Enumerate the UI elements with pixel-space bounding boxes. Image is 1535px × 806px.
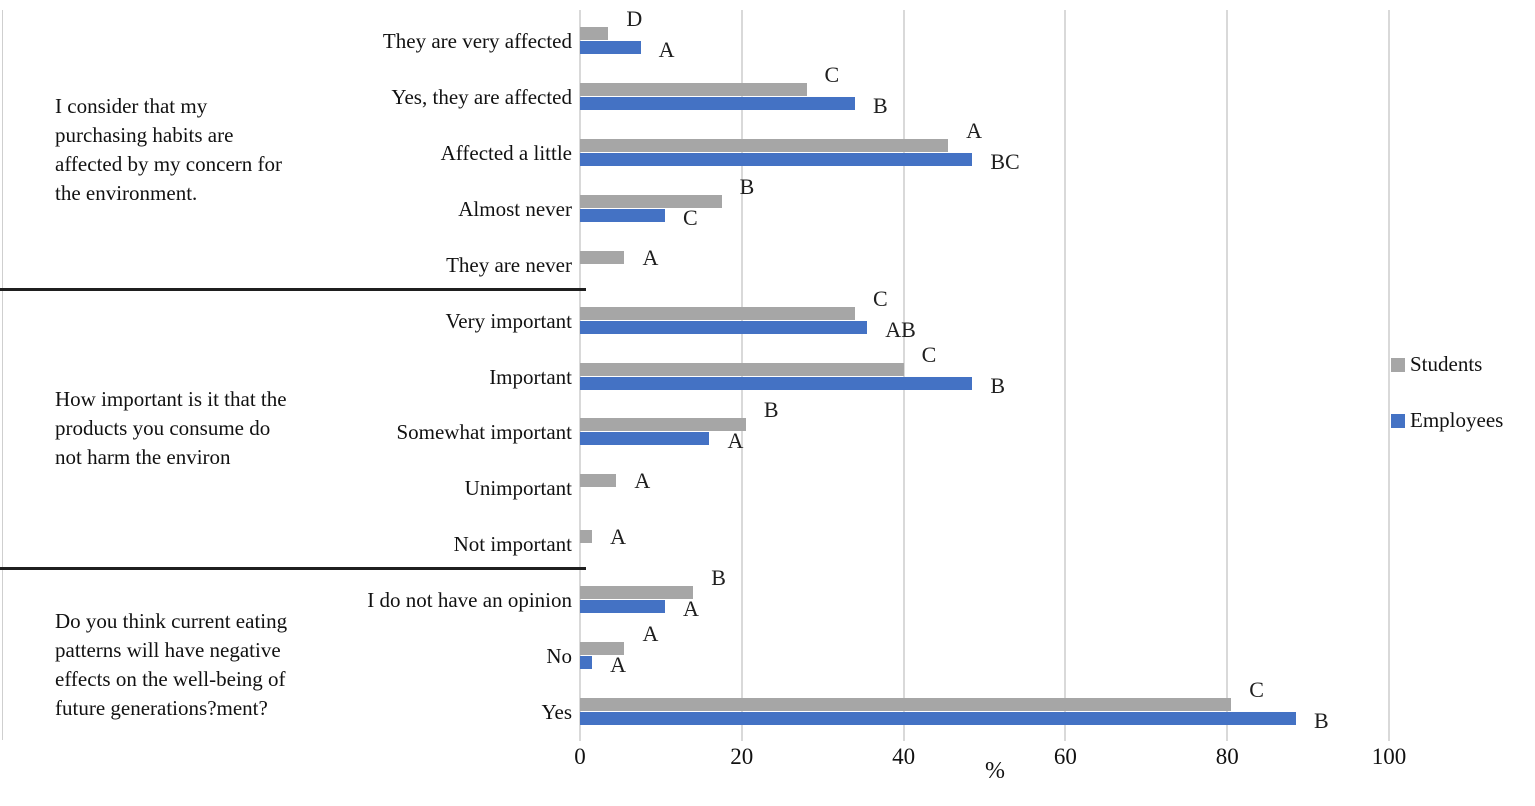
- employees-significance-letter: C: [682, 204, 698, 230]
- category-label: No: [546, 644, 572, 669]
- plot-left-border: [2, 10, 3, 740]
- category-label: Somewhat important: [396, 420, 572, 445]
- students-bar: [580, 418, 746, 432]
- students-significance-letter: B: [739, 173, 755, 199]
- students-bar: [580, 306, 856, 320]
- students-bar: [580, 586, 694, 600]
- question-label: I consider that my purchasing habits are a…: [55, 92, 405, 208]
- employees-significance-letter: A: [610, 652, 627, 678]
- students-bar: [580, 82, 807, 96]
- students-significance-letter: A: [610, 524, 627, 550]
- employees-bar: [580, 432, 710, 446]
- question-label: Do you think current eating patterns will…: [55, 607, 405, 723]
- employees-bar: [580, 656, 593, 670]
- x-tick-label-60: 60: [1053, 744, 1077, 769]
- question-line: products you consume do: [55, 416, 271, 440]
- question-label: How important is it that the products you…: [55, 385, 405, 472]
- employees-significance-letter: AB: [885, 316, 916, 342]
- category-label: Yes, they are affected: [391, 84, 572, 109]
- category-label: Very important: [445, 308, 572, 333]
- category-label: Affected a little: [440, 140, 572, 165]
- students-significance-letter: C: [824, 61, 840, 87]
- group-divider-line: [0, 287, 586, 291]
- students-significance-letter: D: [626, 6, 643, 31]
- x-tick-label-0: 0: [574, 744, 586, 769]
- employees-significance-letter: A: [682, 596, 699, 622]
- employees-significance-letter: B: [1313, 708, 1329, 734]
- employees-bar: [580, 376, 973, 390]
- x-tick-label-100: 100: [1371, 744, 1407, 769]
- students-bar: [580, 530, 593, 544]
- employees-bar: [580, 712, 1296, 726]
- students-swatch-icon: [1391, 357, 1405, 372]
- group-divider-line: [0, 567, 586, 571]
- students-significance-letter: A: [634, 468, 651, 494]
- question-line: patterns will have negative: [55, 638, 281, 662]
- students-significance-letter: A: [966, 117, 982, 143]
- category-label: Almost never: [458, 196, 572, 221]
- employees-bar: [580, 41, 641, 54]
- gridline-40: [902, 10, 905, 741]
- question-line: How important is it that the: [55, 387, 287, 411]
- employees-bar: [580, 320, 868, 334]
- x-tick-label-40: 40: [892, 744, 916, 769]
- category-label: Yes: [541, 700, 572, 725]
- students-bar: [580, 27, 609, 40]
- students-bar: [580, 250, 625, 264]
- question-line: the environment.: [55, 181, 198, 205]
- students-significance-letter: A: [642, 244, 659, 270]
- category-label: Not important: [453, 532, 572, 557]
- students-bar: [580, 362, 904, 376]
- category-label: They are very affected: [382, 29, 572, 53]
- students-significance-letter: C: [873, 285, 888, 311]
- legend-label-students: Students: [1410, 352, 1483, 376]
- x-axis-title: %: [985, 758, 1005, 784]
- students-significance-letter: B: [763, 397, 779, 423]
- students-bar: [580, 642, 625, 656]
- question-line: I consider that my: [55, 94, 208, 118]
- employees-significance-letter: BC: [990, 148, 1020, 174]
- category-label: Important: [489, 364, 572, 389]
- gridline-100: [1388, 10, 1390, 741]
- employees-bar: [580, 96, 856, 110]
- question-line: Do you think current eating: [55, 609, 288, 633]
- question-line: future generations?ment?: [55, 696, 268, 720]
- legend-item-students: Students: [1391, 352, 1503, 377]
- employees-bar: [580, 208, 665, 222]
- students-significance-letter: B: [711, 565, 726, 591]
- question-line: affected by my concern for: [55, 152, 283, 176]
- legend-item-employees: Employees: [1391, 408, 1503, 433]
- legend: Students Employees: [1391, 352, 1503, 464]
- question-line: not harm the environ: [55, 445, 231, 469]
- employees-swatch-icon: [1391, 413, 1405, 428]
- employees-significance-letter: A: [658, 37, 675, 62]
- students-bar: [580, 194, 722, 208]
- x-tick-label-20: 20: [730, 744, 754, 769]
- question-line: purchasing habits are: [55, 123, 234, 147]
- employees-bar: [580, 152, 973, 166]
- category-label: Unimportant: [464, 476, 572, 501]
- category-label: I do not have an opinion: [367, 588, 572, 613]
- x-tick-label-80: 80: [1215, 744, 1239, 769]
- students-significance-letter: A: [642, 621, 659, 647]
- gridline-60: [1064, 10, 1067, 741]
- employees-significance-letter: B: [873, 92, 888, 118]
- legend-label-employees: Employees: [1410, 408, 1504, 432]
- students-bar: [580, 698, 1232, 712]
- students-significance-letter: C: [1249, 677, 1264, 703]
- students-bar: [580, 138, 949, 152]
- employees-significance-letter: B: [990, 372, 1006, 398]
- question-line: effects on the well-being of: [55, 667, 286, 691]
- category-label: They are never: [446, 252, 572, 277]
- employees-significance-letter: A: [727, 428, 744, 454]
- students-bar: [580, 474, 617, 488]
- students-significance-letter: C: [921, 341, 937, 367]
- employees-bar: [580, 600, 665, 614]
- gridline-80: [1226, 10, 1229, 741]
